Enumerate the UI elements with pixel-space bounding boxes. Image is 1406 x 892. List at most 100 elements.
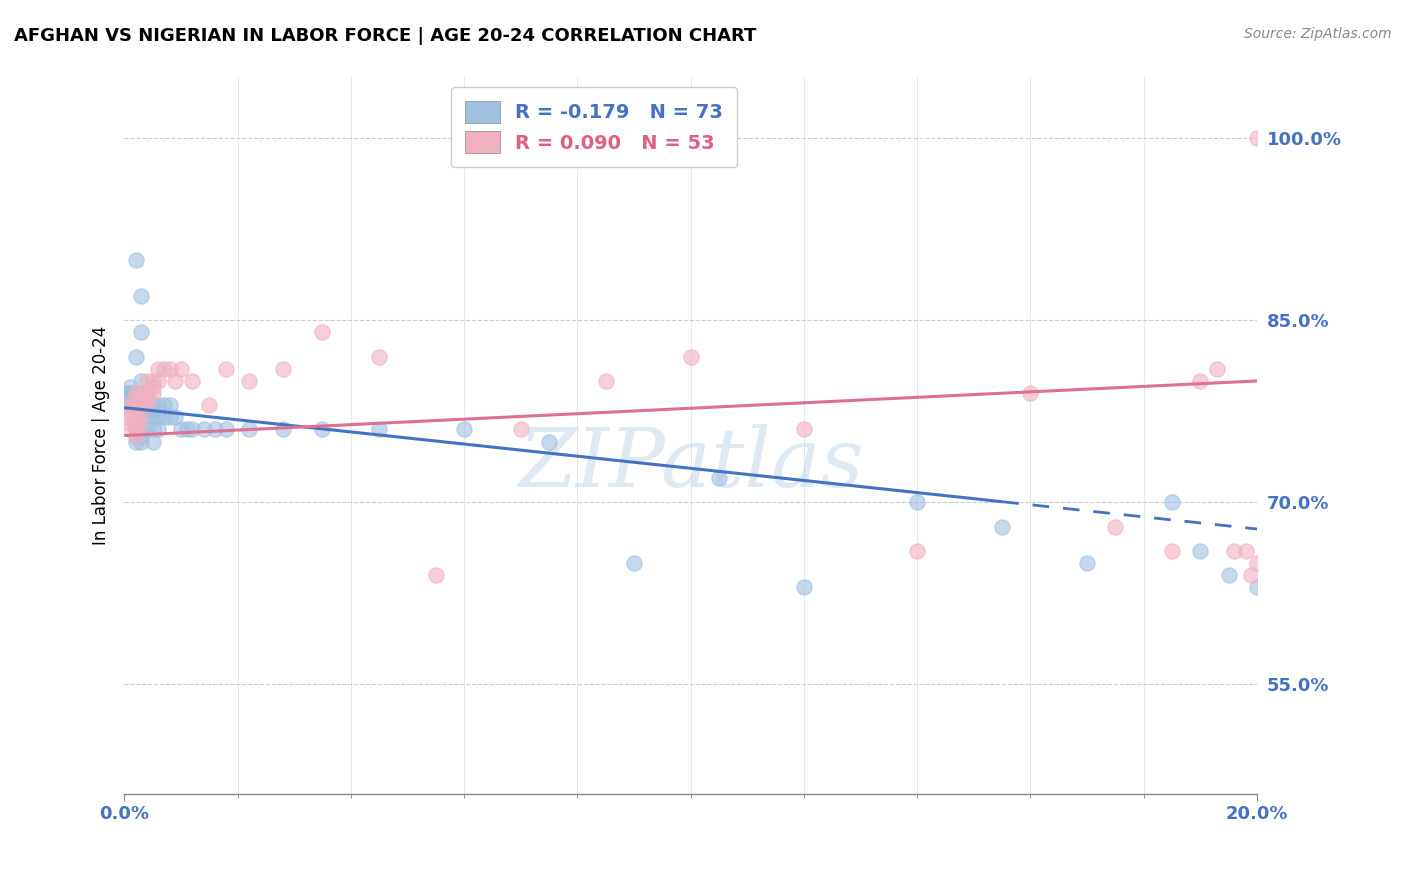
Point [159, 361, 181, 376]
Point [135, 374, 157, 388]
Point [141, 404, 163, 418]
Point [368, 422, 391, 436]
Point [271, 361, 294, 376]
Point [124, 398, 146, 412]
Point [165, 374, 187, 388]
Point [1161, 495, 1184, 509]
Point [176, 422, 198, 436]
Point [124, 417, 146, 431]
Point [141, 374, 163, 388]
Point [112, 398, 135, 412]
Point [135, 410, 157, 425]
Point [129, 404, 152, 418]
Point [118, 398, 141, 412]
Point [148, 374, 170, 388]
Point [141, 380, 163, 394]
Point [124, 422, 146, 436]
Y-axis label: In Labor Force | Age 20-24: In Labor Force | Age 20-24 [93, 326, 110, 545]
Point [118, 404, 141, 418]
Point [124, 422, 146, 436]
Point [159, 398, 181, 412]
Point [1019, 386, 1042, 401]
Point [124, 428, 146, 442]
Point [1076, 556, 1098, 570]
Point [141, 410, 163, 425]
Point [204, 422, 226, 436]
Point [170, 422, 193, 436]
Point [148, 361, 170, 376]
Point [124, 404, 146, 418]
Point [1189, 374, 1212, 388]
Text: Source: ZipAtlas.com: Source: ZipAtlas.com [1244, 27, 1392, 41]
Point [129, 374, 152, 388]
Point [135, 386, 157, 401]
Point [141, 422, 163, 436]
Point [141, 386, 163, 401]
Point [141, 398, 163, 412]
Point [159, 410, 181, 425]
Point [124, 392, 146, 406]
Point [118, 380, 141, 394]
Point [148, 398, 170, 412]
Point [124, 422, 146, 436]
Point [1234, 544, 1257, 558]
Point [124, 410, 146, 425]
Point [198, 398, 221, 412]
Point [129, 398, 152, 412]
Point [135, 386, 157, 401]
Point [129, 392, 152, 406]
Point [118, 386, 141, 401]
Point [124, 386, 146, 401]
Point [129, 410, 152, 425]
Point [135, 392, 157, 406]
Point [118, 398, 141, 412]
Point [129, 434, 152, 449]
Text: AFGHAN VS NIGERIAN IN LABOR FORCE | AGE 20-24 CORRELATION CHART: AFGHAN VS NIGERIAN IN LABOR FORCE | AGE … [14, 27, 756, 45]
Point [509, 422, 531, 436]
Point [793, 422, 815, 436]
Point [215, 422, 238, 436]
Point [679, 350, 702, 364]
Point [129, 392, 152, 406]
Point [1218, 568, 1240, 582]
Point [311, 422, 333, 436]
Point [238, 422, 260, 436]
Point [311, 326, 333, 340]
Point [118, 392, 141, 406]
Point [148, 410, 170, 425]
Point [153, 410, 176, 425]
Point [165, 410, 187, 425]
Point [1161, 544, 1184, 558]
Point [991, 519, 1014, 533]
Point [124, 410, 146, 425]
Point [1223, 544, 1246, 558]
Point [118, 422, 141, 436]
Point [905, 495, 928, 509]
Point [118, 398, 141, 412]
Point [1246, 556, 1268, 570]
Point [181, 374, 204, 388]
Text: ZIPatlas: ZIPatlas [517, 425, 863, 504]
Point [1240, 568, 1263, 582]
Point [1246, 131, 1268, 145]
Point [905, 544, 928, 558]
Point [1206, 361, 1229, 376]
Point [537, 434, 560, 449]
Point [238, 374, 260, 388]
Point [707, 471, 730, 485]
Point [271, 422, 294, 436]
Point [153, 361, 176, 376]
Point [623, 556, 645, 570]
Point [135, 404, 157, 418]
Point [148, 422, 170, 436]
Point [1189, 544, 1212, 558]
Point [129, 404, 152, 418]
Point [112, 386, 135, 401]
Point [124, 422, 146, 436]
Point [129, 289, 152, 303]
Point [129, 398, 152, 412]
Point [124, 410, 146, 425]
Point [118, 392, 141, 406]
Point [181, 422, 204, 436]
Point [118, 410, 141, 425]
